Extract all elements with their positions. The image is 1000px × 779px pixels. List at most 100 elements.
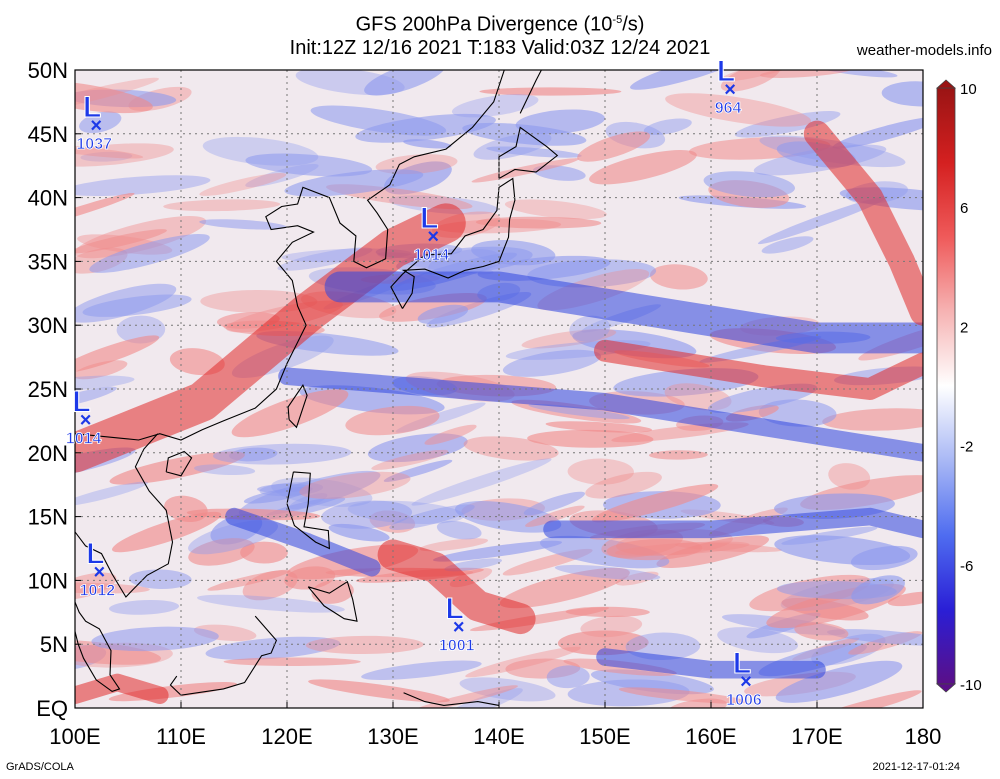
divergence-blob <box>557 630 649 656</box>
coastline <box>287 384 308 429</box>
title-unit: /s) <box>622 13 645 36</box>
convergence-blob <box>75 386 117 410</box>
convergence-blob <box>717 627 799 654</box>
convergence-blob <box>539 535 670 569</box>
longitude-label: 120E <box>261 724 312 749</box>
divergence-blob <box>585 471 662 499</box>
convergence-blob <box>328 523 390 542</box>
low-pressure-value: 1012 <box>80 582 116 599</box>
convergence-blob <box>75 481 148 507</box>
convergence-blob <box>361 660 482 680</box>
divergence-blob <box>75 229 167 254</box>
divergence-blob <box>424 424 477 445</box>
divergence-blob <box>591 483 719 523</box>
convergence-blob <box>554 564 661 581</box>
divergence-blob <box>615 571 659 586</box>
divergence-blob <box>465 646 581 678</box>
coastline <box>75 601 121 693</box>
latitude-label: 35N <box>28 249 68 274</box>
coastline <box>165 450 193 477</box>
longitude-label: 130E <box>367 724 418 749</box>
low-pressure-marker: L×964 <box>714 55 742 118</box>
divergence-band <box>75 673 169 705</box>
convergence-blob <box>295 70 405 96</box>
divergence-blob <box>199 173 287 196</box>
low-center-cross: × <box>90 115 102 137</box>
convergence-blob <box>502 349 602 377</box>
convergence-blob <box>383 459 453 482</box>
low-pressure-value: 1037 <box>76 136 112 153</box>
low-pressure-value: 1006 <box>726 692 762 709</box>
low-pressure-marker: L×1014 <box>65 385 102 448</box>
gridlines <box>75 70 923 708</box>
divergence-blob <box>207 569 291 591</box>
divergence-blob <box>75 144 144 159</box>
convergence-blob <box>643 118 692 135</box>
convergence-blob <box>567 679 690 707</box>
convergence-blob <box>569 315 611 342</box>
longitude-label: 180 <box>905 724 942 749</box>
coastline <box>307 580 358 622</box>
title-main: GFS 200hPa Divergence (10 <box>355 13 613 36</box>
convergence-blob <box>462 122 587 146</box>
divergence-blob <box>375 154 458 175</box>
divergence-blob <box>75 143 174 167</box>
divergence-blob <box>163 199 281 212</box>
divergence-blob <box>188 538 255 566</box>
low-pressure-value: 1014 <box>66 431 102 448</box>
convergence-band <box>596 648 826 679</box>
divergence-blob <box>75 79 153 114</box>
convergence-blob <box>321 500 413 529</box>
low-center-cross: × <box>740 671 752 693</box>
convergence-blob <box>411 458 552 506</box>
convergence-blob <box>194 464 256 476</box>
divergence-band <box>75 203 466 473</box>
divergence-blob <box>75 360 128 380</box>
divergence-blob <box>240 541 288 564</box>
divergence-blob <box>759 70 855 78</box>
divergence-blob <box>618 687 747 704</box>
low-pressure-marker: L×1006 <box>726 647 762 710</box>
colorbar-scale <box>936 87 956 685</box>
low-pressure-markers: L×1037L×964L×1014L×1014L×1012L×1001L×100… <box>65 55 762 710</box>
convergence-blob <box>774 535 911 566</box>
colorbar-label: -2 <box>960 439 973 456</box>
divergence-blob <box>606 539 703 561</box>
low-center-cross: × <box>724 79 736 101</box>
latitude-label: 30N <box>28 313 68 338</box>
longitude-label: 110E <box>156 724 206 749</box>
convergence-blob <box>761 236 814 254</box>
longitude-labels: 100E 110E 120E 130E 140E 150E 160E 170E 180 <box>49 702 941 749</box>
coastline <box>75 70 505 441</box>
divergence-blob <box>112 511 222 553</box>
title-exponent: -5 <box>612 14 623 26</box>
convergence-blob <box>238 470 381 517</box>
divergence-blob <box>75 335 160 374</box>
convergence-blob <box>826 629 923 646</box>
convergence-blob <box>451 94 539 118</box>
convergence-blob <box>109 600 180 615</box>
convergence-blob <box>630 70 749 90</box>
latitude-label: 45N <box>28 122 68 147</box>
colorbar-label: -6 <box>960 558 973 575</box>
low-letter: L <box>83 91 101 124</box>
divergence-blob <box>411 685 518 708</box>
divergence-blob <box>345 405 440 436</box>
convergence-blob <box>259 482 324 497</box>
convergence-blob <box>364 70 447 96</box>
low-pressure-value: 1014 <box>413 247 449 264</box>
coastline <box>390 177 516 309</box>
colorbar-label: 10 <box>960 81 977 98</box>
divergence-blob <box>305 635 424 655</box>
low-center-cross: × <box>80 410 92 432</box>
divergence-blob <box>822 408 923 431</box>
coastline <box>403 692 500 706</box>
divergence-blob <box>311 579 354 604</box>
latitude-label: 15N <box>28 505 68 530</box>
site-credit[interactable]: weather-models.info <box>856 42 992 59</box>
coastline <box>75 433 174 598</box>
latitude-labels: 50N 45N 40N 35N 30N 25N 20N 15N 10N 5N EQ <box>28 58 81 721</box>
latitude-label: 40N <box>28 186 68 211</box>
convergence-blob <box>128 569 192 589</box>
